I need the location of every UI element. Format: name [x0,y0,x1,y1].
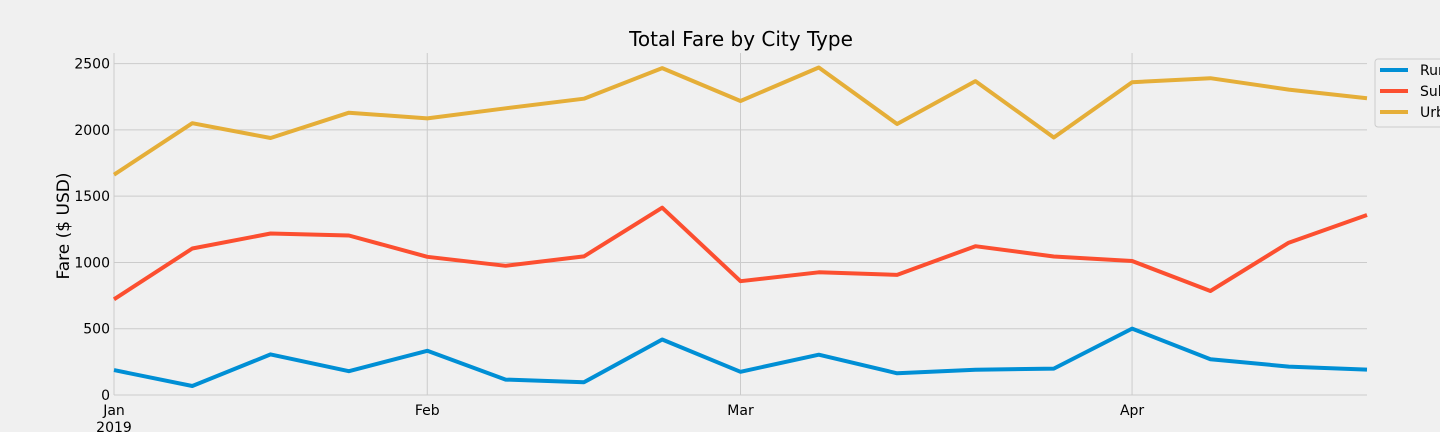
y-tick-label: 1500 [74,189,110,205]
y-tick-label: 2000 [74,123,110,139]
x-tick-label: Jan [102,403,125,419]
grid [113,53,1367,396]
legend-label-urban: Urb [1420,105,1440,121]
legend-label-rural: Rur [1420,63,1440,79]
legend-label-suburban: Sul [1420,84,1440,100]
x-tick-label: Feb [415,403,440,419]
y-tick-label: 2500 [74,57,110,73]
y-tick-label: 1000 [74,255,110,271]
series-lines [112,65,1368,388]
y-tick-label: 0 [101,388,110,404]
chart-title: Total Fare by City Type [628,27,853,51]
x-tick-label: Apr [1120,403,1144,419]
series-line-rural [113,326,1368,388]
series-line-suburban [112,205,1368,301]
series-line-urban [112,65,1368,177]
x-tick-label: Mar [727,403,754,419]
y-tick-label: 500 [83,322,110,338]
x-tick-year-label: 2019 [96,420,132,432]
y-axis-label: Fare ($ USD) [54,173,74,280]
legend: Rur Sul Urb [1374,58,1440,128]
